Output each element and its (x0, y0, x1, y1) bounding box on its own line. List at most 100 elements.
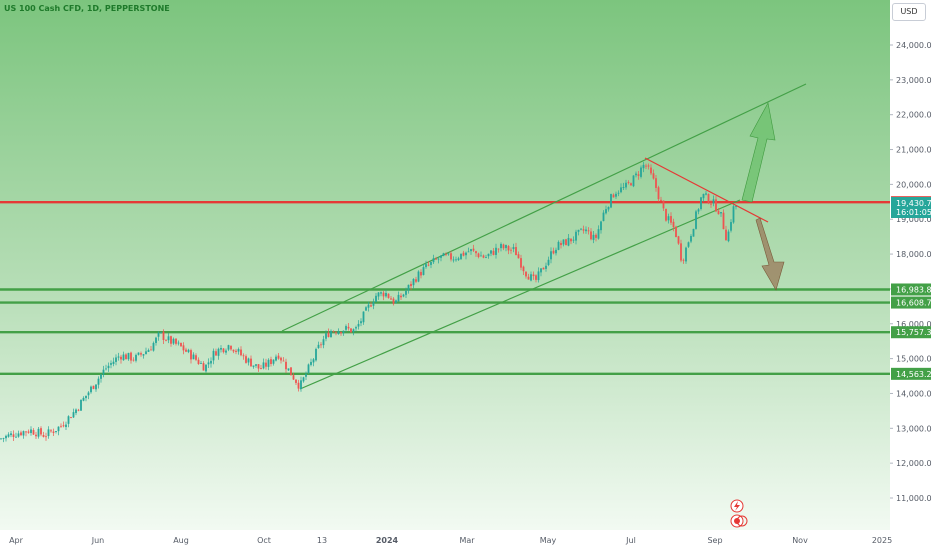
candle-body (697, 209, 700, 212)
candle-body (265, 362, 267, 367)
candle-body (40, 428, 42, 435)
candle-body (630, 183, 632, 186)
candle-body (667, 216, 670, 221)
horizontal-levels (0, 201, 890, 376)
candle-body (710, 203, 712, 205)
candle-body (720, 211, 722, 214)
candle-body (210, 360, 212, 364)
candle-body (95, 384, 97, 390)
candle-body (260, 368, 262, 370)
candle-body (595, 234, 597, 238)
candle-body (487, 253, 490, 257)
candle-body (212, 350, 215, 361)
candle-body (65, 424, 67, 428)
candle-body (657, 187, 660, 200)
candle-body (87, 392, 90, 396)
candle-body (580, 228, 582, 230)
candle-body (585, 229, 587, 232)
candle-body (357, 323, 360, 327)
currency-button[interactable]: USD (892, 3, 926, 21)
candle-body (725, 229, 727, 241)
candle-body (645, 165, 647, 167)
candle-body (247, 358, 250, 363)
candle-body (482, 255, 485, 258)
y-tick-label: 24,000.0 (896, 41, 932, 50)
candle-body (582, 229, 585, 231)
candle-body (690, 235, 692, 242)
candle-body (290, 367, 292, 376)
candle-body (665, 208, 667, 221)
candle-body (240, 349, 242, 356)
candle-body (375, 295, 377, 302)
candle-body (377, 292, 380, 297)
candle-body (432, 258, 435, 263)
candle-body (310, 361, 312, 365)
y-tick-label: 12,000.0 (896, 459, 932, 468)
candle-body (537, 271, 540, 281)
candle-body (285, 361, 287, 370)
candle-body (685, 247, 687, 262)
candle-body (730, 222, 732, 231)
candle-body (352, 329, 355, 333)
candle-body (312, 359, 315, 363)
current-price-label: 19,430.7 (896, 199, 932, 208)
candle-body (560, 242, 562, 246)
descending-trendline (644, 157, 769, 223)
candle-body (172, 338, 175, 344)
y-tick-label: 11,000.0 (896, 494, 932, 503)
candle-body (637, 174, 640, 176)
candle-body (232, 349, 235, 352)
candle-body (575, 231, 577, 241)
candle-body (200, 363, 202, 364)
candle-body (355, 327, 357, 329)
candle-body (367, 304, 370, 308)
candle-body (707, 194, 710, 204)
x-tick-label: 13 (317, 536, 327, 545)
candle-body (647, 165, 650, 167)
candle-body (262, 362, 265, 369)
candle-body (20, 432, 22, 436)
candle-body (437, 258, 440, 260)
candle-body (597, 229, 600, 239)
level-label-box (891, 326, 931, 339)
candle-body (177, 342, 180, 344)
candle-body (62, 425, 65, 427)
level-label: 15,757.3 (896, 328, 932, 337)
candle-body (715, 199, 717, 212)
current-price-box (891, 197, 931, 218)
candle-body (345, 326, 347, 330)
candle-body (500, 243, 502, 249)
candle-body (295, 379, 297, 383)
candle-body (220, 347, 222, 350)
candle-body (72, 412, 75, 418)
y-tick-label: 14,000.0 (896, 389, 932, 398)
candle-body (447, 253, 450, 255)
channel-lower-line (299, 199, 741, 390)
candle-body (572, 239, 575, 241)
candle-body (250, 358, 252, 367)
lightning-glyph (734, 501, 740, 511)
candle-body (505, 245, 507, 249)
candle-body (527, 276, 530, 280)
channel-upper-line (281, 83, 807, 332)
candle-body (642, 164, 645, 169)
candle-body (140, 353, 142, 355)
candle-body (27, 431, 30, 433)
candle-body (297, 382, 300, 389)
bullish-arrow (741, 102, 776, 203)
current-price-tag: 19,430.7 16:01:05 (891, 197, 932, 218)
candle-body (225, 350, 227, 353)
candle-body (692, 228, 695, 237)
candle-body (672, 221, 675, 228)
candle-body (410, 283, 412, 287)
candle-body (670, 216, 672, 223)
candle-body (470, 249, 472, 252)
candle-body (195, 355, 197, 360)
candle-body (382, 292, 385, 297)
x-tick-label: Jun (91, 536, 105, 545)
earnings-icon-2[interactable] (736, 515, 748, 527)
candle-body (540, 268, 542, 273)
candle-body (17, 433, 20, 437)
candle-body (627, 182, 630, 184)
